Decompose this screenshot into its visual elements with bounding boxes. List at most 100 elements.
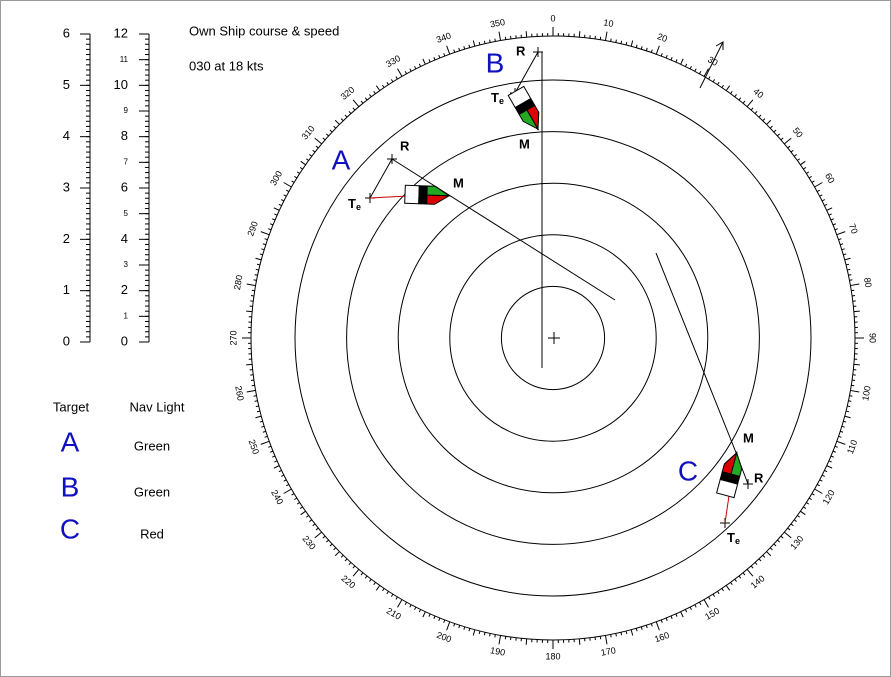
scale-label: 3 xyxy=(63,179,70,194)
degree-tick xyxy=(800,510,806,516)
degree-tick xyxy=(273,465,280,469)
degree-tick xyxy=(814,182,823,188)
degree-tick xyxy=(498,635,502,645)
scale-label: 5 xyxy=(63,77,70,92)
degree-tick xyxy=(836,440,846,445)
range-ring xyxy=(346,131,760,545)
degree-tick xyxy=(675,613,678,617)
r-label: R xyxy=(400,138,410,153)
degree-tick xyxy=(578,31,581,38)
degree-tick xyxy=(246,310,253,313)
bearing-label: 190 xyxy=(489,645,506,657)
scale-label: 2 xyxy=(63,231,70,246)
bearing-label: 20 xyxy=(656,31,669,44)
degree-tick xyxy=(446,45,451,55)
degree-tick xyxy=(849,395,853,397)
degree-tick xyxy=(375,85,381,91)
scale-label: 3 xyxy=(124,260,129,269)
degree-tick xyxy=(397,599,403,608)
te-label: Te xyxy=(348,196,361,212)
bearing-label: 10 xyxy=(603,17,615,29)
degree-tick xyxy=(853,310,860,313)
scale-label: 0 xyxy=(63,333,70,348)
bearing-label: 340 xyxy=(435,30,453,45)
degree-tick xyxy=(422,58,426,65)
scale-label: 8 xyxy=(121,128,128,143)
scale-label: 4 xyxy=(63,128,70,143)
degree-tick xyxy=(422,611,426,618)
degree-tick xyxy=(800,160,806,166)
degree-tick xyxy=(604,31,608,41)
degree-tick xyxy=(780,137,784,141)
degree-tick xyxy=(655,45,660,55)
bearing-label: 40 xyxy=(751,86,765,100)
degree-tick xyxy=(838,435,842,438)
degree-tick xyxy=(750,107,754,111)
r-label: R xyxy=(754,470,764,485)
bearing-label: 180 xyxy=(545,651,560,661)
bearing-label: 30 xyxy=(706,54,720,68)
degree-tick xyxy=(283,488,292,494)
scale-label: 1 xyxy=(124,311,129,320)
r-label: R xyxy=(516,43,526,58)
range-ring xyxy=(449,234,657,442)
degree-tick xyxy=(291,180,295,183)
degree-tick xyxy=(650,623,653,627)
scale-label: 0 xyxy=(121,333,128,348)
degree-tick xyxy=(397,68,403,77)
degree-tick xyxy=(283,182,292,188)
degree-tick xyxy=(610,634,612,638)
bearing-label: 250 xyxy=(247,438,262,456)
degree-tick xyxy=(334,551,340,557)
degree-tick xyxy=(703,599,709,608)
bearing-label: 100 xyxy=(860,385,872,402)
bearing-label: 70 xyxy=(847,222,860,235)
bearing-label: 90 xyxy=(868,333,878,343)
scale-label: 1 xyxy=(63,282,70,297)
degree-tick xyxy=(300,160,306,166)
degree-tick xyxy=(438,617,441,621)
degree-tick xyxy=(352,565,356,569)
degree-tick xyxy=(850,389,860,393)
degree-tick xyxy=(260,231,270,236)
scale-label: 10 xyxy=(114,77,128,92)
degree-tick xyxy=(498,31,502,41)
degree-tick xyxy=(832,223,836,226)
table-target: C xyxy=(60,513,80,544)
degree-tick xyxy=(314,531,322,539)
degree-tick xyxy=(246,363,253,366)
degree-tick xyxy=(850,283,860,287)
degree-tick xyxy=(826,207,833,211)
degree-tick xyxy=(766,119,772,125)
degree-tick xyxy=(352,99,360,107)
bearing-label: 160 xyxy=(653,630,671,645)
degree-tick xyxy=(255,415,262,419)
bearing-label: 350 xyxy=(489,17,506,29)
degree-tick xyxy=(832,450,836,453)
degree-tick xyxy=(260,440,270,445)
m-label: M xyxy=(453,175,464,190)
table-light: Red xyxy=(140,526,164,541)
bearing-label: 50 xyxy=(791,125,805,139)
degree-tick xyxy=(680,611,684,618)
bearing-label: 80 xyxy=(862,277,874,289)
degree-tick xyxy=(655,621,660,631)
bearing-label: 0 xyxy=(550,13,555,23)
degree-tick xyxy=(468,628,471,632)
degree-tick xyxy=(246,389,256,393)
target-label: B xyxy=(486,47,505,78)
scale-label: 5 xyxy=(124,209,129,218)
bearing-label: 280 xyxy=(232,274,244,291)
degree-tick xyxy=(703,68,709,77)
table-header: Nav Light xyxy=(130,399,185,414)
degree-tick xyxy=(797,515,801,518)
scale-label: 9 xyxy=(124,106,129,115)
bearing-label: 290 xyxy=(245,220,260,238)
bearing-label: 270 xyxy=(228,330,238,345)
degree-tick xyxy=(273,207,280,211)
range-ring xyxy=(500,285,606,391)
boats xyxy=(404,85,743,499)
course-speed: 030 at 18 kts xyxy=(189,58,264,73)
radar: 0 102030405060708090100110120130140150160… xyxy=(228,13,877,661)
table-light: Green xyxy=(134,438,170,453)
